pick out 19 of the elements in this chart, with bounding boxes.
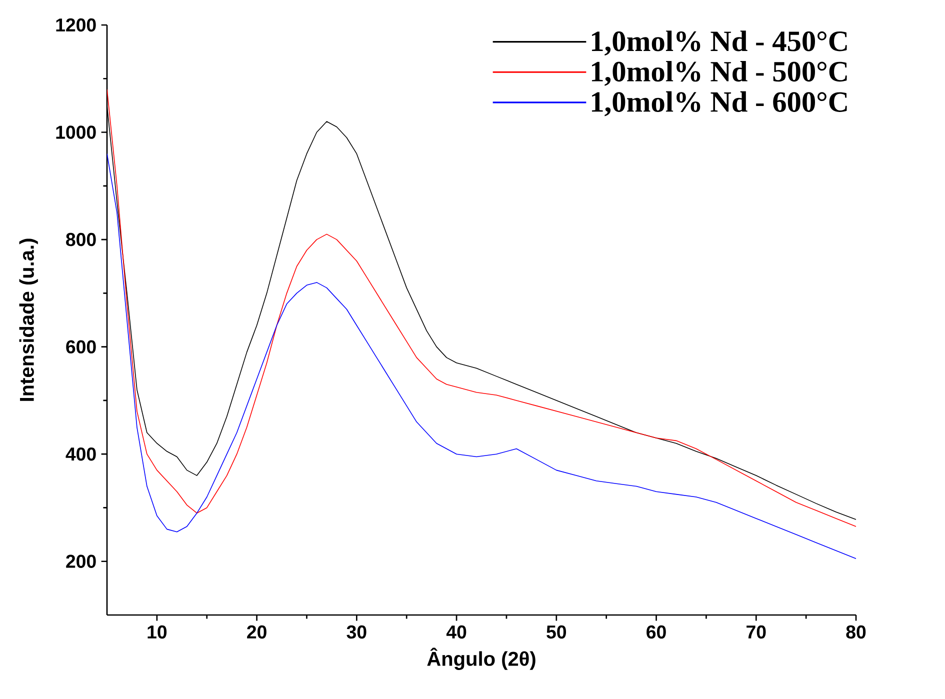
x-tick-label: 40 (446, 625, 466, 639)
y-axis-title: Intensidade (u.a.) (19, 238, 38, 401)
legend-label: 1,0mol% Nd - 500°C (592, 60, 847, 86)
y-tick-label: 600 (66, 340, 96, 354)
x-tick-label: 80 (846, 625, 866, 639)
y-tick-label: 400 (66, 447, 96, 461)
x-tick-label: 20 (247, 625, 266, 639)
x-axis-title: Ângulo (2θ) (427, 648, 536, 670)
y-tick-label: 200 (66, 554, 96, 568)
y-tick-label: 800 (66, 232, 96, 246)
x-tick-label: 50 (546, 625, 566, 639)
y-tick-label: 1200 (56, 18, 96, 32)
x-tick-label: 60 (646, 625, 666, 639)
x-tick-label: 70 (746, 625, 766, 639)
x-tick-label: 30 (346, 625, 366, 639)
legend-label: 1,0mol% Nd - 600°C (592, 91, 847, 116)
x-tick-label: 10 (148, 625, 167, 639)
legend-label: 1,0mol% Nd - 450°C (592, 30, 847, 56)
y-tick-label: 1000 (56, 126, 96, 139)
